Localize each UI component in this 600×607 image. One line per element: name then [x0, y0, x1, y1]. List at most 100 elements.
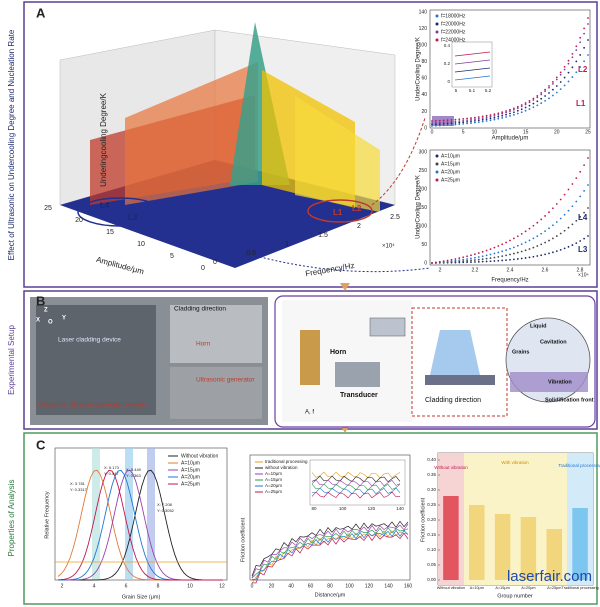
tick-label: 0	[213, 259, 217, 266]
curve-dot	[466, 122, 468, 125]
curve-dot	[509, 108, 511, 111]
curve-dot	[544, 90, 546, 93]
annotation: Y: 0.3317	[70, 487, 88, 492]
tick-label: 25	[585, 129, 591, 135]
zoom-frame	[411, 307, 508, 417]
curve-dot	[563, 84, 566, 87]
tick-label: 5.2	[485, 88, 492, 93]
tick-label: 0.25	[427, 502, 436, 507]
curve-dot	[470, 259, 472, 262]
annotation: L1	[576, 99, 586, 108]
curve-dot	[442, 119, 445, 122]
tick-label: 100	[419, 223, 428, 229]
tick-label: 8	[157, 583, 160, 589]
highlight-band	[147, 448, 155, 580]
curve-dot	[567, 59, 570, 62]
curve-dot	[520, 257, 523, 260]
schematic-label: Vibration	[548, 379, 572, 385]
tick-label: 0.10	[427, 547, 436, 552]
legend-label: A=10μm	[441, 153, 460, 159]
legend-marker	[435, 178, 439, 182]
highlight-ellipse	[77, 197, 163, 227]
annotation: L4	[578, 213, 588, 222]
grain-layer	[510, 372, 588, 392]
curve-dot	[431, 120, 433, 122]
curve-dot	[489, 115, 492, 118]
curve-dot	[462, 261, 465, 264]
curve-dot	[520, 108, 523, 111]
legend-label: without vibration	[265, 465, 298, 470]
curve-dot	[446, 122, 449, 125]
curve-dot	[470, 120, 472, 123]
curve-dot	[567, 71, 570, 74]
curve-dot	[567, 209, 570, 212]
legend-label: A=10μm	[181, 460, 200, 466]
tick-label: 20	[421, 109, 427, 115]
curve-dot	[524, 103, 527, 106]
inset-line	[454, 51, 491, 57]
bar	[546, 529, 562, 580]
curve-dot	[466, 117, 468, 120]
curve-dot	[435, 123, 437, 126]
tick-label: 0.5	[246, 250, 256, 257]
tick-label: 5.1	[469, 88, 476, 93]
photo-label: Laser cladding device	[58, 337, 121, 344]
annotation: L2	[352, 204, 362, 213]
side-label: Effect of Ultrasonic on Undercooling Deg…	[7, 29, 16, 260]
curve-dot	[497, 251, 500, 254]
curve-dot	[466, 120, 468, 123]
curve-dot	[485, 120, 488, 122]
annotation: Y: 0.3052	[157, 508, 175, 513]
annotation: X: 3.781	[70, 481, 86, 486]
curve-dot	[516, 109, 519, 112]
curve-dot	[579, 54, 582, 56]
curve-dot	[505, 111, 507, 114]
curve-dot	[450, 258, 453, 261]
curve-dot	[446, 119, 449, 122]
curve-dot	[555, 76, 558, 79]
curve-dot	[462, 121, 465, 124]
annotation: L1	[333, 208, 343, 217]
curve-dot	[485, 114, 488, 117]
curve-dot	[442, 122, 445, 125]
axis-exponent: ×10⁴	[578, 272, 589, 278]
curve-dot	[458, 257, 461, 260]
curve-dot	[579, 41, 582, 44]
curve-dot	[474, 121, 476, 124]
inset-line	[454, 59, 491, 65]
surface-sheet	[125, 62, 258, 205]
curve-dot	[559, 232, 562, 235]
curve-dot	[563, 247, 566, 250]
curve-dot	[509, 112, 511, 115]
curve-dot	[552, 251, 554, 254]
legend-label: f=18000Hz	[441, 13, 466, 19]
curve-dot	[477, 121, 480, 124]
curve-dot	[575, 49, 578, 52]
zoom-box	[432, 116, 454, 126]
curve-dot	[571, 244, 574, 246]
curve-dot	[450, 122, 453, 125]
axis-letter: X	[36, 318, 40, 324]
legend-label: f=22000Hz	[441, 29, 466, 35]
curve-dot	[567, 62, 570, 65]
inset-curve	[311, 487, 401, 495]
curve-dot	[536, 100, 539, 103]
curve-dot	[524, 109, 527, 112]
curve-dot	[583, 237, 585, 240]
curve-dot	[516, 251, 519, 254]
annotation: Y: 0.447	[104, 471, 119, 476]
curve-dot	[438, 124, 441, 127]
tick-label: 300	[419, 149, 428, 155]
curve-dot	[485, 249, 488, 252]
friction-curve	[251, 520, 409, 577]
curve-dot	[548, 227, 550, 230]
tick-label: 0	[424, 125, 427, 131]
curve-dot	[509, 247, 511, 250]
curve-dot	[458, 260, 461, 263]
curve-dot	[528, 248, 531, 250]
curve-dot	[555, 221, 558, 223]
friction-curve	[251, 529, 409, 581]
curve-dot	[477, 260, 480, 263]
curve-dot	[489, 117, 492, 120]
curve-dot	[579, 170, 582, 173]
